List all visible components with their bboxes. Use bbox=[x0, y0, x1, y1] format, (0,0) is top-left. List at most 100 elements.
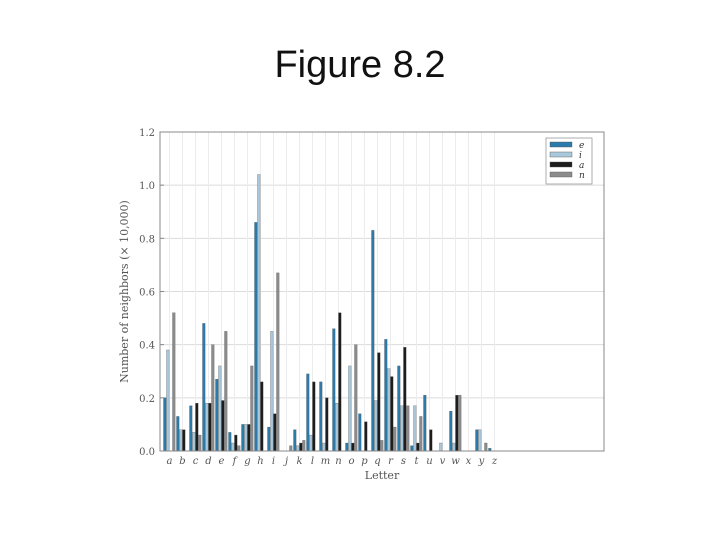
x-tick-label-u: u bbox=[426, 456, 432, 467]
bar-i-a bbox=[273, 413, 277, 452]
bar-d-i bbox=[205, 402, 209, 452]
bar-k-i bbox=[296, 445, 300, 452]
x-axis-title: Letter bbox=[365, 469, 400, 482]
bar-b-e bbox=[176, 416, 180, 452]
bars bbox=[163, 174, 492, 452]
legend-label-i: i bbox=[579, 151, 582, 161]
bar-j-n bbox=[289, 445, 293, 452]
bar-s-n bbox=[406, 405, 410, 452]
bar-h-i bbox=[257, 174, 261, 452]
bar-e-a bbox=[221, 400, 225, 452]
bar-h-e bbox=[254, 222, 258, 452]
bar-t-a bbox=[416, 442, 420, 452]
bar-w-a bbox=[455, 395, 459, 452]
bar-g-a bbox=[247, 424, 251, 452]
bar-i-i bbox=[270, 331, 274, 452]
legend-swatch-i bbox=[549, 151, 573, 158]
y-tick-label: 0.8 bbox=[139, 234, 155, 245]
bar-s-a bbox=[403, 347, 407, 452]
bar-m-e bbox=[319, 381, 323, 452]
bar-t-i bbox=[413, 405, 417, 452]
slide-title: Figure 8.2 bbox=[274, 44, 446, 86]
bar-q-a bbox=[377, 352, 381, 452]
x-tick-label-g: g bbox=[244, 456, 250, 467]
x-tick-label-o: o bbox=[348, 456, 354, 467]
bar-l-e bbox=[306, 373, 310, 452]
x-tick-label-l: l bbox=[311, 456, 314, 467]
x-tick-label-q: q bbox=[374, 456, 380, 467]
bar-p-a bbox=[364, 421, 368, 452]
bar-m-i bbox=[322, 442, 326, 452]
bar-g-e bbox=[241, 424, 245, 452]
bar-k-a bbox=[299, 442, 303, 452]
bar-o-a bbox=[351, 442, 355, 452]
bar-c-a bbox=[195, 402, 199, 452]
bar-r-a bbox=[390, 376, 394, 452]
bar-n-e bbox=[332, 328, 336, 452]
bar-c-i bbox=[192, 432, 196, 452]
bar-t-n bbox=[419, 416, 423, 452]
bar-c-e bbox=[189, 405, 193, 452]
x-tick-label-t: t bbox=[414, 456, 419, 467]
bar-d-a bbox=[208, 402, 212, 452]
x-tick-label-d: d bbox=[205, 456, 211, 467]
bar-o-n bbox=[354, 344, 358, 452]
bar-e-n bbox=[224, 331, 228, 452]
bar-r-e bbox=[384, 339, 388, 452]
bar-d-n bbox=[211, 344, 215, 452]
bar-f-i bbox=[231, 442, 235, 452]
x-tick-label-p: p bbox=[361, 456, 368, 467]
y-tick-label: 0.4 bbox=[139, 341, 155, 352]
x-tick-label-z: z bbox=[491, 456, 498, 467]
legend-label-e: e bbox=[579, 141, 584, 151]
bar-y-i bbox=[478, 429, 482, 452]
x-tick-label-w: w bbox=[451, 456, 460, 467]
y-tick-label: 0.2 bbox=[139, 394, 155, 405]
bar-e-i bbox=[218, 365, 222, 452]
bar-q-n bbox=[380, 440, 384, 452]
bar-n-i bbox=[335, 402, 339, 452]
x-tick-label-a: a bbox=[167, 456, 173, 467]
x-tick-label-k: k bbox=[296, 456, 302, 467]
bar-h-a bbox=[260, 381, 264, 452]
x-tick-label-n: n bbox=[335, 456, 341, 467]
legend-swatch-n bbox=[549, 171, 573, 178]
bar-f-n bbox=[237, 445, 241, 452]
bar-l-a bbox=[312, 381, 316, 452]
y-tick-label: 0.6 bbox=[139, 288, 155, 299]
x-tick-label-x: x bbox=[466, 456, 472, 467]
bar-w-i bbox=[452, 442, 456, 452]
x-tick-label-y: y bbox=[478, 456, 485, 467]
tick-labels: 0.0 0.2 0.4 0.6 0.8 1.0 1.2 bbox=[139, 128, 164, 458]
bar-s-e bbox=[397, 365, 401, 452]
bar-a-n bbox=[172, 312, 176, 452]
x-tick-label-b: b bbox=[179, 456, 185, 467]
bar-k-n bbox=[302, 440, 306, 452]
bar-w-e bbox=[449, 410, 453, 452]
legend-label-a: a bbox=[579, 161, 584, 171]
legend-label-n: n bbox=[579, 171, 585, 181]
bar-l-i bbox=[309, 434, 313, 452]
bar-a-i bbox=[166, 349, 170, 452]
x-tick-label-f: f bbox=[232, 456, 239, 467]
x-tick-label-e: e bbox=[219, 456, 225, 467]
bar-c-n bbox=[198, 434, 202, 452]
x-tick-label-h: h bbox=[257, 456, 263, 467]
legend-swatch-e bbox=[549, 141, 573, 148]
x-tick-label-i: i bbox=[272, 456, 275, 467]
bar-u-a bbox=[429, 429, 433, 452]
bar-o-i bbox=[348, 365, 352, 452]
bar-g-n bbox=[250, 365, 254, 452]
bar-a-e bbox=[163, 397, 167, 452]
bar-w-n bbox=[458, 395, 462, 452]
bar-r-n bbox=[393, 426, 397, 452]
x-tick-label-r: r bbox=[388, 456, 394, 467]
x-tick-label-m: m bbox=[321, 456, 330, 467]
y-tick-label: 1.0 bbox=[139, 181, 155, 192]
legend-swatch-a bbox=[549, 161, 573, 168]
x-tick-label-j: j bbox=[283, 456, 288, 467]
bar-p-e bbox=[358, 413, 362, 452]
